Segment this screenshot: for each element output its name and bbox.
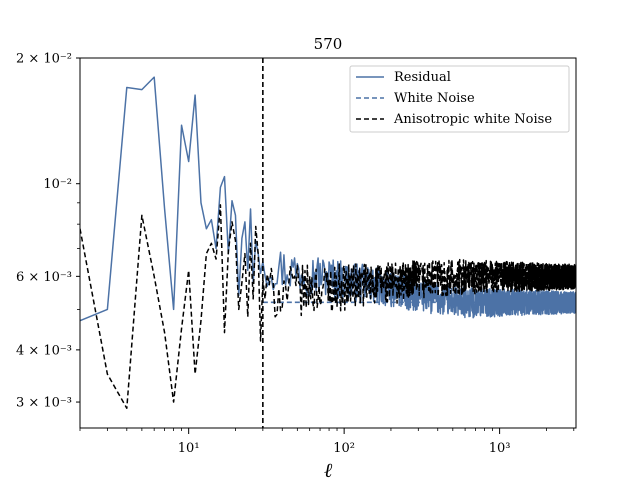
- chart-title: 570: [314, 35, 343, 53]
- legend-label-anisotropic-white-noise: Anisotropic white Noise: [393, 112, 552, 127]
- series-line-anisotropic-white-noise: [80, 204, 576, 409]
- legend-box: [349, 65, 570, 133]
- ticks-layer: 10¹ 10² 10³ 2 × 10⁻² 10⁻² 6 × 10⁻³ 4 × 10⁻³ 3 ×…: [16, 52, 575, 456]
- plot-frame: [79, 57, 577, 429]
- series-layer: [80, 76, 576, 409]
- y-tick-label: 2 × 10⁻²: [16, 52, 72, 67]
- x-tick-label: 10²: [333, 441, 355, 456]
- y-tick-label: 4 × 10⁻³: [16, 343, 72, 358]
- legend-label-residual: Residual: [394, 70, 451, 85]
- x-tick-label: 10¹: [178, 441, 200, 456]
- legend: Residual White Noise Anisotropic white N…: [349, 65, 570, 133]
- x-axis-label: ℓ: [324, 458, 333, 480]
- y-tick-label: 10⁻²: [43, 177, 72, 192]
- y-tick-label: 3 × 10⁻³: [16, 396, 72, 411]
- x-tick-label: 10³: [489, 441, 511, 456]
- legend-label-white-noise: White Noise: [394, 91, 475, 106]
- y-tick-label: 6 × 10⁻³: [16, 270, 72, 285]
